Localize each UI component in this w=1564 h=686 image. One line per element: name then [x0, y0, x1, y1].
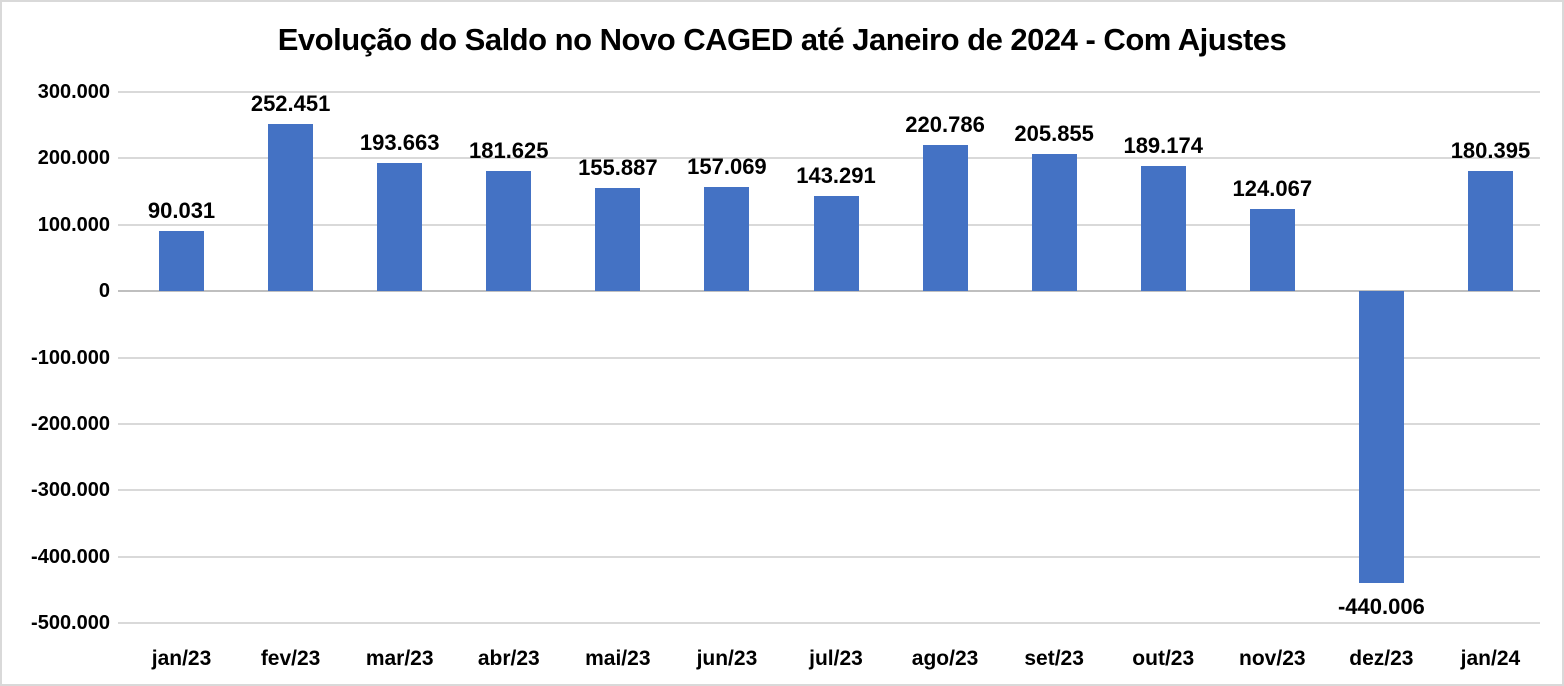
bar [595, 187, 641, 292]
y-axis-tick-label: 100.000 [37, 213, 110, 236]
bar-value-label: 205.855 [1014, 121, 1094, 147]
x-axis-label: fev/23 [260, 647, 321, 670]
y-axis-tick-label: 200.000 [37, 147, 110, 170]
y-axis-tick-label: -100.000 [31, 346, 110, 369]
bar [1140, 165, 1186, 292]
x-axis-label: jul/23 [809, 647, 863, 670]
y-axis-tick-label: 300.000 [37, 81, 110, 103]
bar [486, 170, 532, 292]
bar [159, 231, 205, 292]
bar-value-label: 155.887 [578, 154, 658, 180]
bar-value-label: 193.663 [359, 129, 440, 155]
y-axis-tick-label: 0 [98, 280, 110, 303]
x-axis-label: abr/23 [477, 647, 540, 670]
x-axis-label: nov/23 [1239, 647, 1306, 670]
gridline [118, 356, 1540, 359]
bar-value-label: 180.395 [1450, 138, 1531, 164]
y-axis-tick-label: -400.000 [31, 545, 110, 568]
bar-value-label: 124.067 [1232, 175, 1313, 201]
y-axis-tick-label: -500.000 [31, 612, 110, 634]
x-axis-label: jan/24 [1460, 647, 1521, 670]
bar [922, 144, 968, 292]
bar [377, 162, 423, 292]
gridline [118, 157, 1540, 160]
bar-value-label: 157.069 [687, 153, 767, 179]
x-axis-label: set/23 [1024, 647, 1084, 670]
x-axis-label: mar/23 [365, 647, 434, 670]
bar [268, 123, 314, 292]
bar [1031, 154, 1077, 292]
gridline [118, 555, 1540, 558]
x-axis-label: ago/23 [911, 647, 979, 670]
bar-value-label: 181.625 [468, 137, 549, 163]
bar [1358, 291, 1404, 584]
x-axis-label: jun/23 [696, 647, 758, 670]
bar [1467, 171, 1513, 292]
gridline [118, 489, 1540, 492]
bar [813, 196, 859, 292]
bar-value-label: -440.006 [1337, 594, 1425, 620]
gridline [118, 622, 1540, 624]
y-axis-tick-label: -200.000 [31, 412, 110, 435]
zero-axis-line [118, 290, 1540, 293]
x-axis-label: mai/23 [585, 647, 651, 670]
gridline [118, 91, 1540, 93]
bar-value-label: 143.291 [796, 163, 876, 188]
bar-value-label: 220.786 [905, 111, 985, 137]
x-axis-label: out/23 [1132, 647, 1195, 670]
bar [704, 186, 750, 292]
bar-value-label: 189.174 [1123, 132, 1203, 158]
x-axis-label: jan/23 [151, 647, 212, 670]
bar-value-label: 90.031 [147, 198, 216, 224]
gridline [118, 422, 1540, 425]
x-axis-label: dez/23 [1349, 647, 1414, 670]
chart-title: Evolução do Saldo no Novo CAGED até Jane… [277, 22, 1287, 57]
bar [1249, 208, 1295, 292]
bar-value-label: 252.451 [250, 90, 331, 116]
y-axis-tick-label: -300.000 [31, 479, 110, 502]
